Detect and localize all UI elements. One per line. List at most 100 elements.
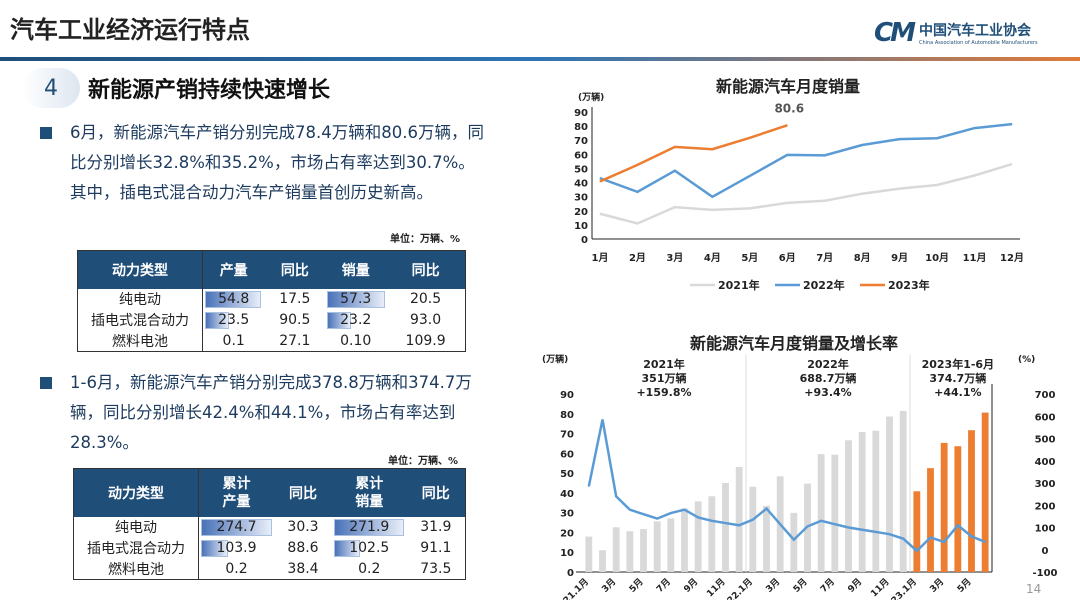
x-tick-label: 9月 bbox=[891, 252, 908, 264]
section-heading: 4 新能源产销持续快速增长 bbox=[22, 68, 330, 108]
growth-point bbox=[684, 509, 685, 511]
growth-point bbox=[766, 508, 767, 510]
table-cell: 0.2 bbox=[358, 560, 381, 577]
column-header: 动力类型 bbox=[73, 468, 199, 517]
y-tick-label: 60 bbox=[560, 449, 574, 460]
data-bar bbox=[205, 290, 262, 308]
table-cell: 90.5 bbox=[279, 312, 311, 328]
table-header-row: 动力类型 产量 同比 销量 同比 bbox=[77, 250, 466, 289]
data-point bbox=[674, 146, 676, 148]
y-right-tick-label: 200 bbox=[1035, 501, 1056, 512]
x-tick-label: 3月 bbox=[600, 576, 619, 595]
x-tick-label: 9月 bbox=[682, 576, 701, 595]
data-bar bbox=[333, 539, 361, 557]
data-point bbox=[1011, 123, 1013, 125]
y-tick-label: 80 bbox=[574, 122, 588, 133]
legend-label: 2022年 bbox=[803, 278, 845, 292]
y-right-tick-label: -100 bbox=[1032, 568, 1057, 579]
table-row: 插电式混合动力 103.9 88.6 102.5 91.1 bbox=[73, 537, 466, 559]
growth-point bbox=[629, 509, 631, 511]
section-title: 新能源产销持续快速增长 bbox=[88, 78, 331, 103]
column-header: 同比 bbox=[406, 468, 466, 517]
growth-point bbox=[697, 516, 699, 518]
y-right-tick-label: 0 bbox=[1042, 546, 1049, 557]
june-table: 动力类型 产量 同比 销量 同比 纯电动 54.8 17.5 57.3 20.5 插电式混合动力 23… bbox=[77, 250, 466, 352]
x-tick-label: 2021.1月 bbox=[552, 576, 591, 600]
paragraph-text: 1-6月，新能源汽车产销分别完成378.8万辆和374.7万辆，同比分别增长42… bbox=[70, 373, 472, 452]
table-row: 燃料电池 0.2 38.4 0.2 73.5 bbox=[73, 558, 466, 580]
data-point bbox=[674, 206, 676, 208]
x-tick-label: 6月 bbox=[779, 252, 796, 264]
table-cell: 57.3 bbox=[340, 291, 372, 307]
data-point bbox=[936, 137, 938, 139]
table-cell: 20.5 bbox=[409, 291, 442, 307]
sales-bar bbox=[599, 550, 606, 572]
x-tick-label: 7月 bbox=[818, 576, 837, 595]
data-point bbox=[899, 138, 901, 140]
data-point bbox=[636, 222, 638, 224]
growth-point bbox=[943, 541, 945, 543]
data-point bbox=[749, 175, 751, 177]
table-cell: 纯电动 bbox=[115, 520, 157, 536]
section-number: 4 bbox=[22, 68, 80, 108]
cam-logo-icon: CM bbox=[874, 18, 916, 48]
logo-en: China Association of Automobile Manufact… bbox=[918, 40, 1038, 46]
data-point bbox=[786, 202, 788, 204]
x-tick-label: 3月 bbox=[764, 576, 783, 595]
table-cell: 102.5 bbox=[349, 540, 390, 556]
growth-point bbox=[834, 523, 836, 525]
y-tick-label: 70 bbox=[574, 136, 588, 147]
series-line-2023年 bbox=[599, 124, 788, 183]
table-cell: 54.8 bbox=[218, 291, 250, 307]
sales-bar bbox=[899, 411, 907, 572]
column-header: 动力类型 bbox=[77, 250, 203, 289]
column-header-text: 动力类型 bbox=[108, 485, 164, 502]
column-header: 同比 bbox=[264, 250, 326, 289]
sales-bar bbox=[886, 416, 893, 572]
growth-point bbox=[807, 525, 808, 527]
bullet-icon bbox=[40, 127, 52, 139]
sales-bar bbox=[626, 531, 634, 572]
table-cell: 插电式混合动力 bbox=[91, 313, 189, 329]
sales-bar bbox=[981, 412, 989, 572]
table-row: 纯电动 54.8 17.5 57.3 20.5 bbox=[77, 288, 466, 310]
table-cell: 插电式混合动力 bbox=[87, 541, 185, 557]
period-annotation: +44.1% bbox=[934, 386, 981, 399]
x-tick-label: 5月 bbox=[627, 576, 646, 595]
table-cell: 271.9 bbox=[349, 519, 390, 535]
y-tick-label: 50 bbox=[574, 164, 588, 175]
y-axis-unit: (万辆) bbox=[542, 353, 568, 365]
y-axis-right-unit: (%) bbox=[1018, 355, 1035, 365]
table-cell: 88.6 bbox=[287, 540, 319, 556]
x-tick-label: 10月 bbox=[925, 252, 949, 264]
data-point bbox=[1011, 163, 1013, 165]
sales-bar bbox=[585, 536, 593, 572]
data-bar bbox=[201, 518, 273, 536]
y-tick-label: 80 bbox=[560, 410, 574, 421]
period-annotation: 374.7万辆 bbox=[929, 371, 986, 385]
h1-table: 动力类型 累计产量 同比 累计销量 同比 纯电动 274.7 30.3 271.9 31.9 插电式… bbox=[73, 468, 466, 580]
sales-bar bbox=[612, 527, 620, 572]
x-tick-label: 1月 bbox=[592, 252, 609, 264]
sales-bar bbox=[831, 454, 839, 572]
table-header-row: 动力类型 累计产量 同比 累计销量 同比 bbox=[73, 468, 466, 517]
growth-point bbox=[779, 523, 781, 525]
table-row: 插电式混合动力 23.5 90.5 23.2 93.0 bbox=[77, 309, 466, 331]
growth-point bbox=[588, 485, 590, 487]
y-right-tick-label: 600 bbox=[1035, 412, 1056, 423]
column-header-text: 同比 bbox=[421, 485, 450, 502]
y-tick-label: 0 bbox=[581, 235, 588, 246]
table-cell: 17.5 bbox=[279, 291, 311, 307]
table-row: 纯电动 274.7 30.3 271.9 31.9 bbox=[73, 516, 466, 538]
data-point bbox=[599, 213, 601, 215]
table-cell: 30.3 bbox=[287, 519, 319, 535]
header-divider bbox=[0, 57, 1080, 61]
x-tick-label: 3月 bbox=[928, 576, 947, 595]
growth-point bbox=[643, 513, 644, 515]
growth-point bbox=[889, 533, 890, 535]
table-cell: 0.2 bbox=[225, 560, 248, 577]
growth-point bbox=[725, 522, 726, 524]
x-tick-label: 7月 bbox=[816, 252, 833, 264]
growth-point bbox=[602, 419, 603, 421]
data-point bbox=[861, 144, 863, 146]
